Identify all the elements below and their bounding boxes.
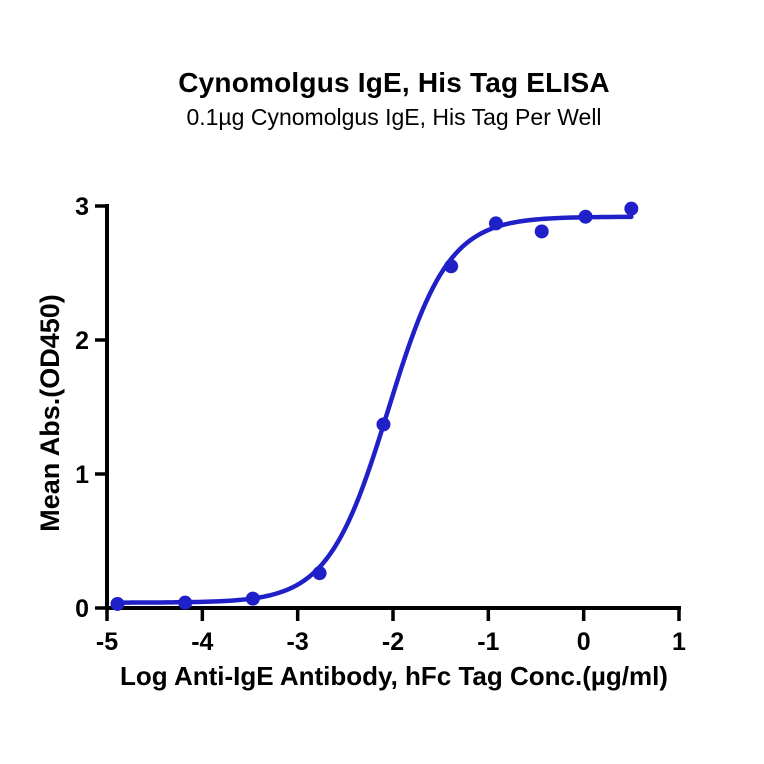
data-point [624,201,639,216]
data-point [444,259,459,274]
data-point [376,417,391,432]
x-tick-label: -1 [477,628,499,656]
y-tick-label: 3 [75,193,89,221]
x-tick-label: -5 [96,628,118,656]
y-tick-label: 1 [75,461,89,489]
x-axis-label: Log Anti-IgE Antibody, hFc Tag Conc.(µg/… [120,661,668,691]
data-point [534,224,549,239]
data-point [245,591,260,606]
y-tick-label: 2 [75,327,89,355]
data-point [578,209,593,224]
y-tick-label: 0 [75,595,89,623]
x-tick-label: 1 [672,628,686,656]
fit-curve [115,214,634,605]
data-point [312,566,327,581]
x-tick-label: -4 [191,628,213,656]
chart-subtitle: 0.1µg Cynomolgus IgE, His Tag Per Well [186,104,602,130]
data-point [110,596,125,611]
x-tick-label: 0 [577,628,591,656]
data-point [178,595,193,610]
data-point [488,216,503,231]
x-tick-label: -2 [382,628,404,656]
x-tick-label: -3 [287,628,309,656]
chart-title: Cynomolgus IgE, His Tag ELISA [178,67,610,98]
